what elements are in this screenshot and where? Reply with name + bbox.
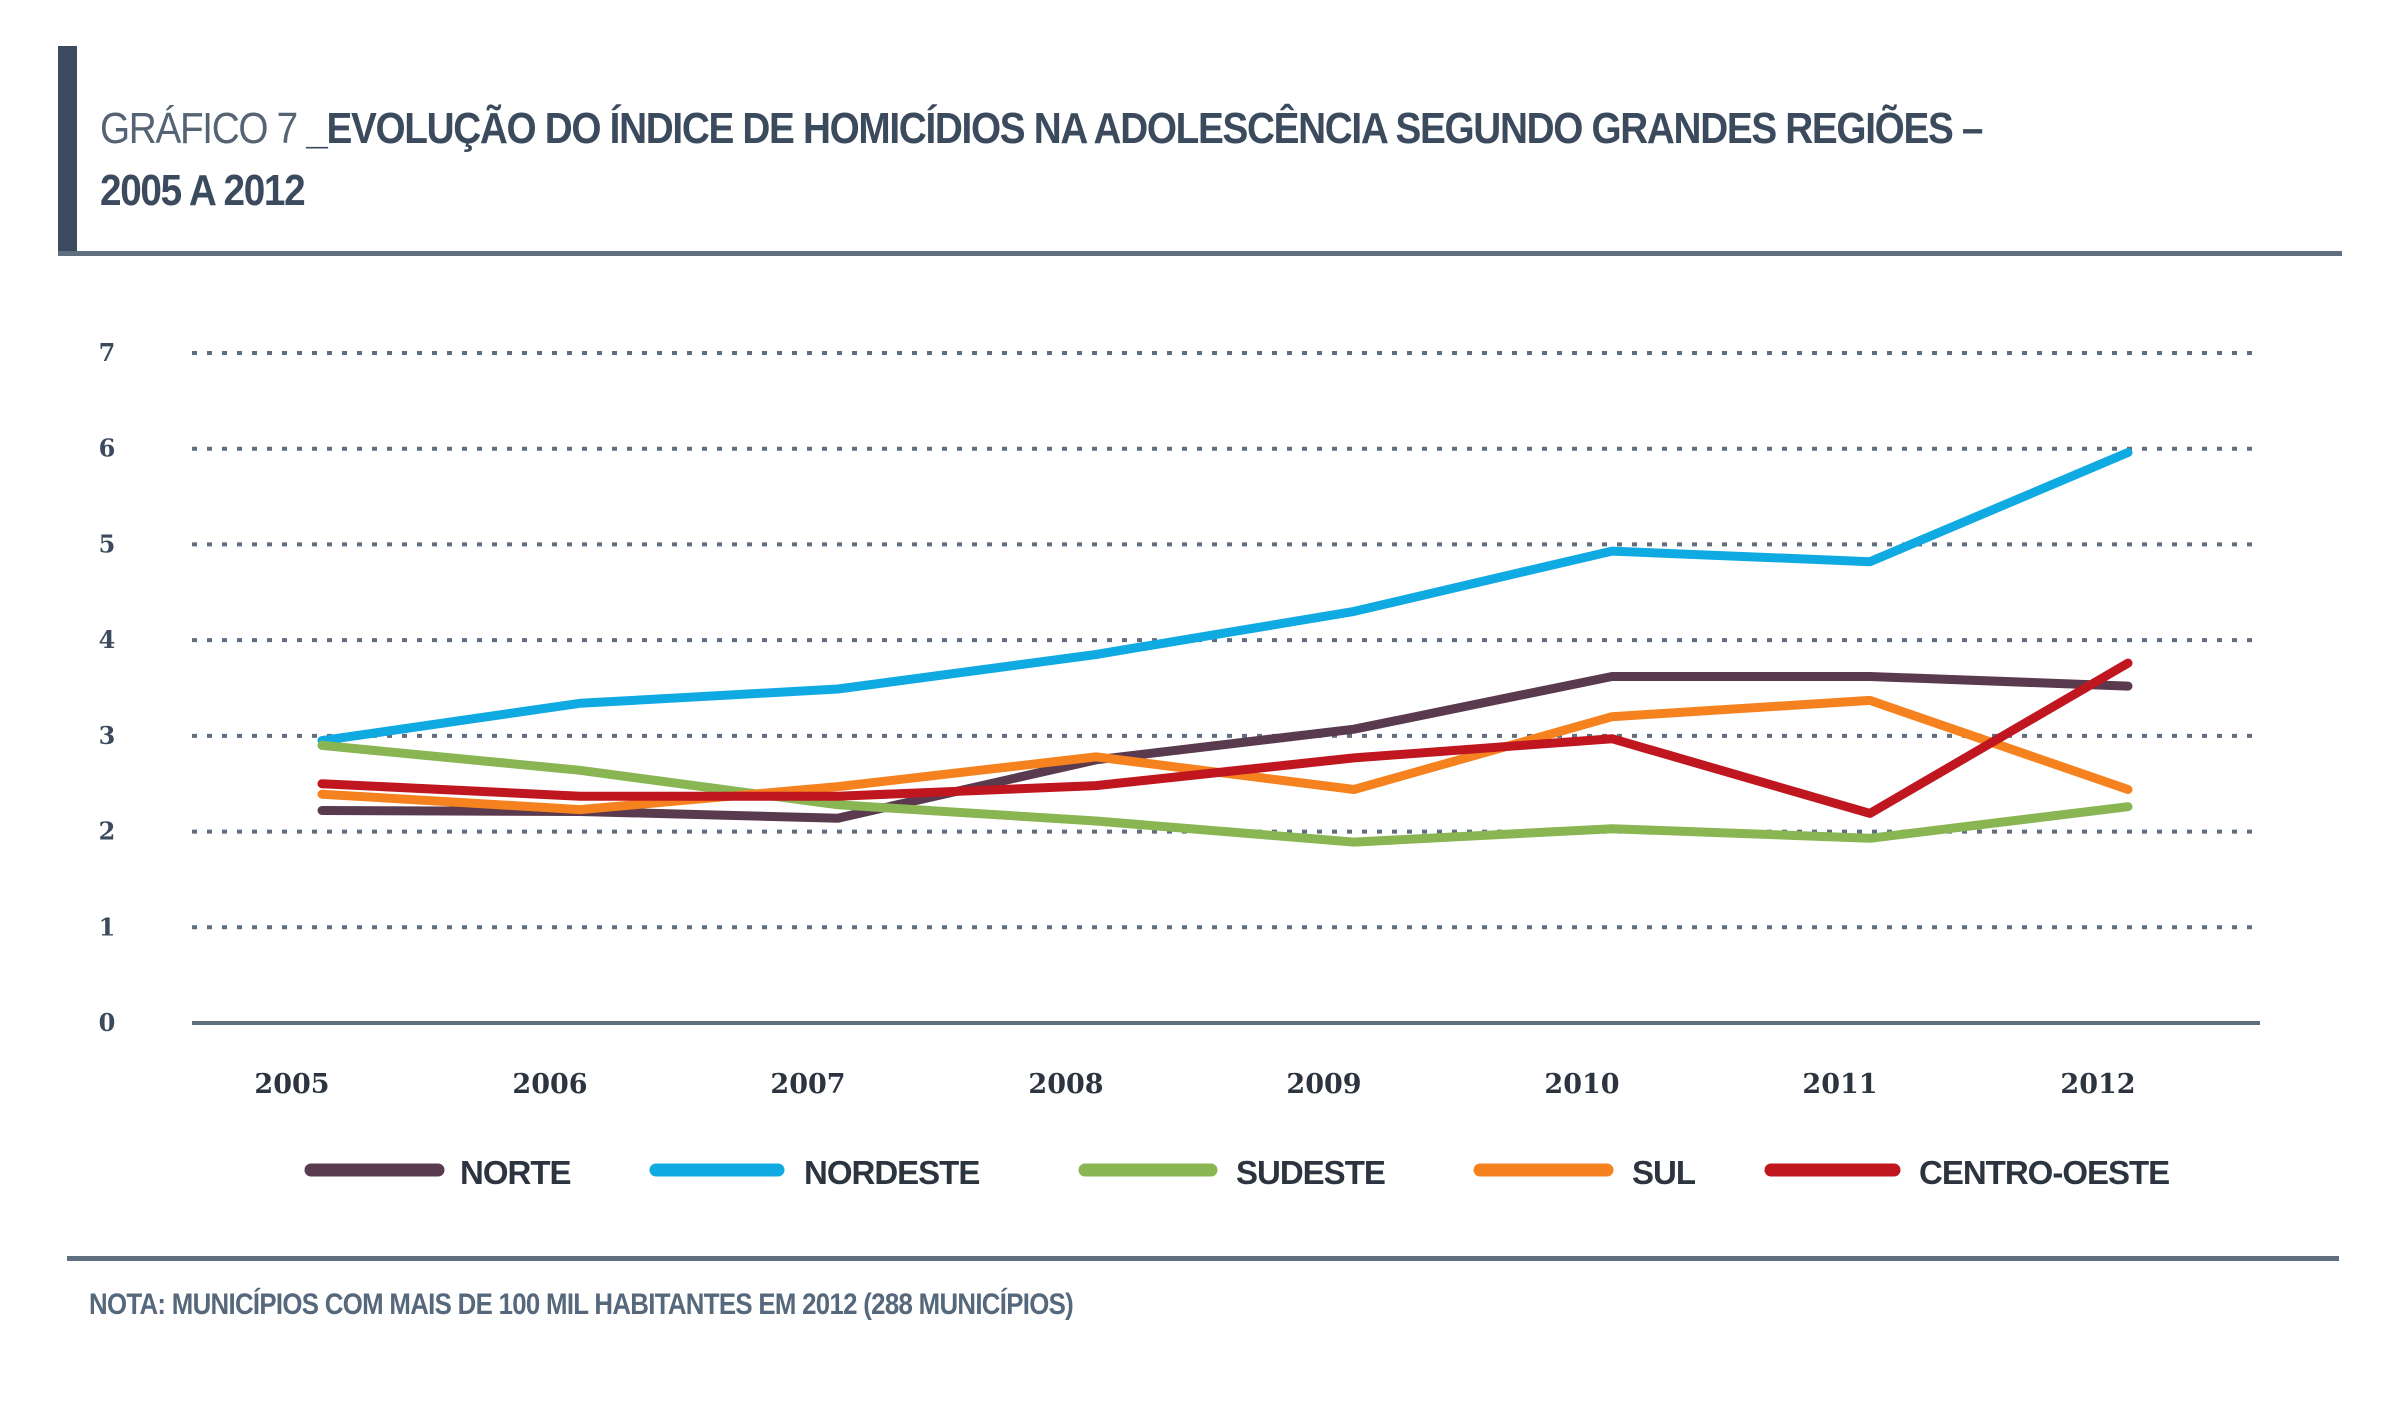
chart-title-prefix: GRÁFICO 7 (100, 104, 298, 153)
legend: NORTE NORDESTE SUDESTE SUL CENTRO-OESTE (304, 1154, 2170, 1191)
header-divider (58, 251, 2342, 256)
chart-title: GRÁFICO 7 _EVOLUÇÃO DO ÍNDICE DE HOMICÍD… (100, 98, 2036, 222)
x-tick-label: 2007 (770, 1069, 845, 1100)
legend-label-nordeste: NORDESTE (804, 1154, 979, 1191)
legend-label-norte: NORTE (460, 1154, 571, 1191)
chart-title-main: _EVOLUÇÃO DO ÍNDICE DE HOMICÍDIOS NA ADO… (306, 104, 1983, 153)
y-tick-label: 3 (99, 721, 116, 750)
series-line-sudeste (317, 740, 2133, 847)
y-tick-label: 4 (99, 625, 116, 654)
series-line-centro-oeste (317, 658, 2133, 818)
y-tick-label: 6 (99, 434, 116, 463)
x-tick-label: 2005 (254, 1069, 329, 1100)
series-lines (317, 448, 2133, 847)
title-accent-bar (58, 46, 77, 256)
x-tick-label: 2012 (2060, 1069, 2135, 1100)
footnote: NOTA: MUNICÍPIOS COM MAIS DE 100 MIL HAB… (89, 1288, 1074, 1321)
y-tick-label: 1 (99, 912, 116, 941)
series-line-norte (317, 672, 2133, 823)
footer-divider (67, 1256, 2339, 1261)
x-tick-label: 2011 (1802, 1069, 1877, 1100)
y-tick-label: 7 (99, 338, 116, 367)
legend-label-centro-oeste: CENTRO-OESTE (1919, 1154, 2169, 1191)
x-tick-label: 2009 (1286, 1069, 1361, 1100)
series-line-nordeste (317, 448, 2133, 746)
x-tick-label: 2006 (512, 1069, 587, 1100)
legend-label-sul: SUL (1632, 1154, 1696, 1191)
y-tick-label: 0 (99, 1008, 116, 1037)
x-tick-label: 2010 (1544, 1069, 1619, 1100)
y-tick-label: 2 (99, 817, 116, 846)
gridlines (192, 351, 2260, 1025)
y-tick-label: 5 (99, 529, 116, 558)
y-axis-ticks: 0 1 2 3 4 5 6 7 (99, 338, 116, 1037)
legend-label-sudeste: SUDESTE (1236, 1154, 1385, 1191)
chart-title-line2: 2005 A 2012 (100, 166, 306, 215)
x-axis-ticks: 2005 2006 2007 2008 2009 2010 2011 2012 (254, 1069, 2135, 1100)
x-tick-label: 2008 (1028, 1069, 1103, 1100)
